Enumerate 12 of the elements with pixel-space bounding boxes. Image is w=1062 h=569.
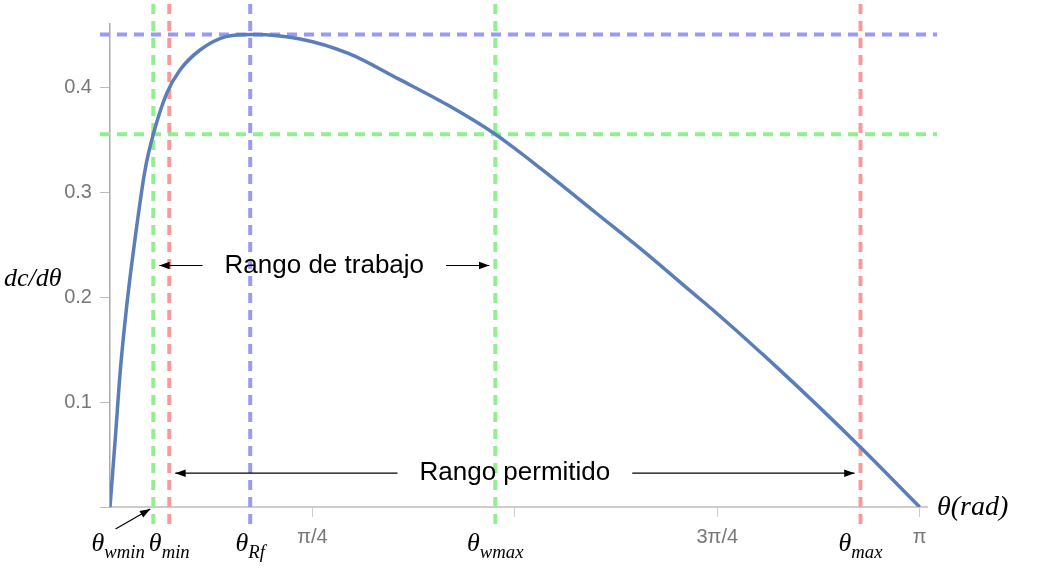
annotation: Rango de trabajo [224, 248, 425, 279]
y-tick-label: 0.2 [64, 284, 92, 307]
line-series [110, 32, 922, 507]
x-tick-label: π [912, 524, 927, 547]
y-tick-label: 0.3 [64, 179, 92, 202]
x-axis-title: θ(rad) [937, 490, 1009, 521]
y-axis-title: dc/dθ [4, 262, 62, 292]
x-tick-label: 3π/4 [696, 524, 739, 547]
y-tick-label: 0.1 [64, 389, 92, 412]
y-tick-label: 0.4 [64, 74, 92, 97]
x-tick-label: π/4 [297, 524, 328, 547]
annotation: Rango permitido [419, 456, 611, 487]
